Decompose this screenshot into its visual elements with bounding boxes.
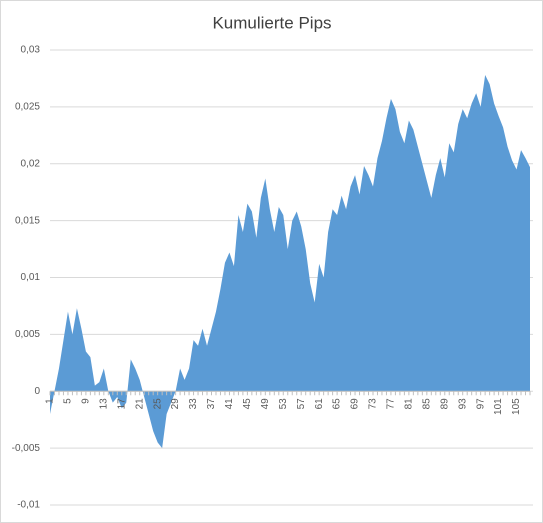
x-tick-label: 61 (314, 398, 325, 410)
x-tick-label: 25 (152, 398, 163, 410)
area (50, 75, 530, 449)
x-tick-label: 85 (421, 398, 432, 410)
y-tick-label: -0,01 (17, 500, 40, 511)
x-tick-label: 33 (188, 398, 199, 410)
x-tick-label: 97 (475, 398, 486, 410)
y-tick-label: 0,005 (15, 329, 40, 340)
y-tick-label: 0,03 (21, 45, 41, 56)
y-tick-label: 0,015 (15, 215, 40, 226)
x-tick-label: 101 (493, 398, 504, 415)
x-tick-label: 105 (511, 398, 522, 415)
x-tick-label: 21 (134, 398, 145, 410)
x-tick-label: 29 (170, 398, 181, 410)
x-tick-label: 41 (224, 398, 235, 410)
x-tick-label: 5 (63, 398, 74, 404)
y-tick-label: 0,025 (15, 102, 40, 113)
y-tick-label: -0,005 (12, 443, 41, 454)
x-tick-label: 1 (45, 398, 56, 404)
x-tick-label: 49 (260, 398, 271, 410)
chart-title: Kumulierte Pips (212, 13, 331, 32)
x-tick-label: 53 (278, 398, 289, 410)
x-tick-label: 77 (386, 398, 397, 410)
x-tick-label: 13 (98, 398, 109, 410)
x-tick-label: 93 (457, 398, 468, 410)
x-tick-label: 73 (368, 398, 379, 410)
x-tick-label: 65 (332, 398, 343, 410)
x-tick-label: 37 (206, 398, 217, 410)
x-tick-label: 81 (404, 398, 415, 410)
x-tick-label: 57 (296, 398, 307, 410)
x-tick-label: 69 (350, 398, 361, 410)
x-tick-label: 89 (439, 398, 450, 410)
y-tick-label: 0,01 (21, 272, 41, 283)
x-tick-label: 17 (116, 398, 127, 410)
x-tick-label: 9 (81, 398, 92, 404)
y-tick-label: 0,02 (21, 158, 41, 169)
y-tick-label: 0 (34, 386, 40, 397)
x-tick-label: 45 (242, 398, 253, 410)
